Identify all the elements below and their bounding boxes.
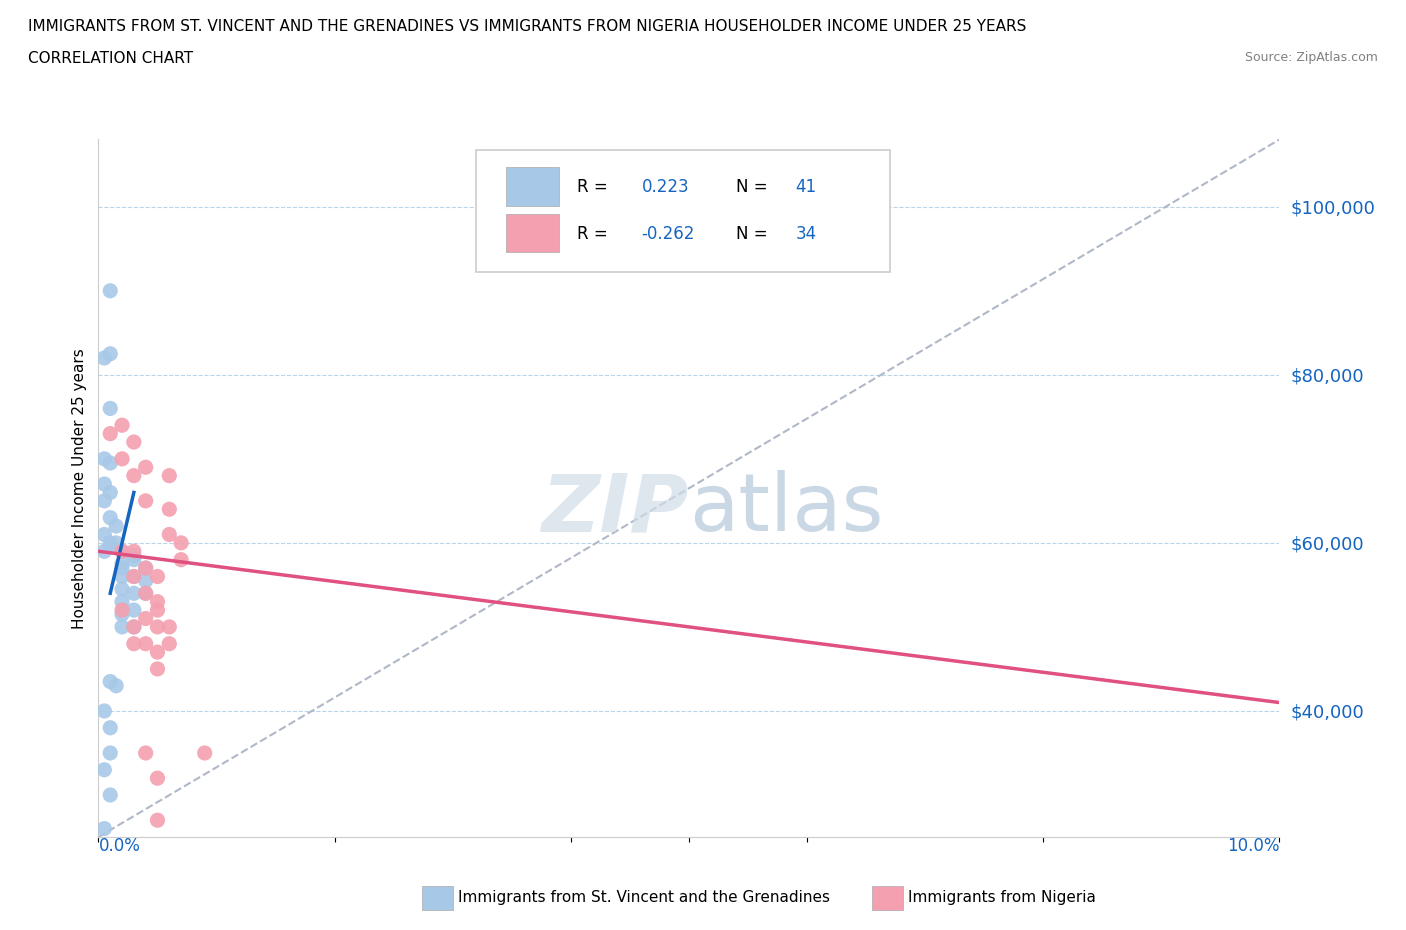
- Point: [135, 586, 157, 601]
- Point: [135, 636, 157, 651]
- Point: [135, 459, 157, 474]
- Point: [93, 763, 115, 777]
- Point: [98, 721, 121, 736]
- Point: [93, 476, 115, 491]
- Point: [146, 813, 169, 828]
- Point: [93, 351, 115, 365]
- Point: [111, 544, 134, 559]
- Point: [122, 544, 145, 559]
- Point: [170, 536, 193, 551]
- Point: [122, 636, 145, 651]
- Point: [111, 418, 134, 432]
- Point: [146, 661, 169, 676]
- Point: [98, 511, 121, 525]
- Point: [157, 619, 180, 634]
- FancyBboxPatch shape: [506, 167, 560, 206]
- Point: [146, 603, 169, 618]
- Point: [157, 636, 180, 651]
- Point: [93, 544, 115, 559]
- Point: [93, 703, 115, 718]
- Text: 34: 34: [796, 225, 817, 243]
- Text: Source: ZipAtlas.com: Source: ZipAtlas.com: [1244, 51, 1378, 64]
- Point: [98, 536, 121, 551]
- Point: [157, 468, 180, 483]
- Point: [122, 619, 145, 634]
- Text: IMMIGRANTS FROM ST. VINCENT AND THE GRENADINES VS IMMIGRANTS FROM NIGERIA HOUSEH: IMMIGRANTS FROM ST. VINCENT AND THE GREN…: [28, 19, 1026, 33]
- Point: [93, 494, 115, 509]
- Point: [111, 451, 134, 466]
- Text: R =: R =: [576, 225, 607, 243]
- Point: [98, 401, 121, 416]
- Point: [194, 746, 217, 761]
- Point: [111, 561, 134, 576]
- Point: [111, 556, 134, 571]
- Text: 41: 41: [796, 178, 817, 196]
- Point: [122, 569, 145, 584]
- Text: 10.0%: 10.0%: [1227, 837, 1279, 855]
- Point: [98, 346, 121, 361]
- Point: [98, 539, 121, 554]
- Point: [170, 552, 193, 567]
- Point: [122, 552, 145, 567]
- Point: [135, 746, 157, 761]
- Point: [93, 527, 115, 542]
- Point: [146, 594, 169, 609]
- Point: [146, 619, 169, 634]
- Point: [122, 619, 145, 634]
- Point: [98, 426, 121, 441]
- Point: [135, 573, 157, 588]
- Point: [135, 561, 157, 576]
- Point: [111, 607, 134, 622]
- Text: ZIP: ZIP: [541, 471, 689, 548]
- Text: N =: N =: [737, 178, 768, 196]
- Point: [122, 548, 145, 563]
- Y-axis label: Householder Income Under 25 years: Householder Income Under 25 years: [72, 348, 87, 629]
- Point: [146, 644, 169, 659]
- Text: -0.262: -0.262: [641, 225, 695, 243]
- Text: atlas: atlas: [689, 471, 883, 548]
- Text: Immigrants from Nigeria: Immigrants from Nigeria: [908, 890, 1097, 905]
- Text: 0.0%: 0.0%: [98, 837, 141, 855]
- Point: [111, 544, 134, 559]
- Point: [157, 502, 180, 517]
- Point: [105, 678, 128, 693]
- Point: [146, 569, 169, 584]
- Point: [98, 746, 121, 761]
- Text: Immigrants from St. Vincent and the Grenadines: Immigrants from St. Vincent and the Gren…: [458, 890, 831, 905]
- Point: [135, 561, 157, 576]
- Point: [122, 468, 145, 483]
- Point: [122, 434, 145, 449]
- FancyBboxPatch shape: [506, 214, 560, 253]
- Point: [98, 674, 121, 689]
- Point: [98, 284, 121, 299]
- Point: [111, 619, 134, 634]
- Point: [135, 494, 157, 509]
- FancyBboxPatch shape: [477, 150, 890, 272]
- Point: [122, 603, 145, 618]
- Text: 0.223: 0.223: [641, 178, 689, 196]
- Text: R =: R =: [576, 178, 607, 196]
- Point: [111, 594, 134, 609]
- Point: [122, 586, 145, 601]
- Point: [122, 569, 145, 584]
- Point: [105, 519, 128, 534]
- Point: [111, 603, 134, 618]
- Text: CORRELATION CHART: CORRELATION CHART: [28, 51, 193, 66]
- Point: [135, 586, 157, 601]
- Point: [98, 788, 121, 803]
- Point: [111, 569, 134, 584]
- Point: [105, 536, 128, 551]
- Point: [135, 611, 157, 626]
- Point: [157, 527, 180, 542]
- Point: [93, 821, 115, 836]
- Point: [98, 485, 121, 500]
- Point: [93, 451, 115, 466]
- Point: [146, 771, 169, 786]
- Point: [111, 581, 134, 596]
- Point: [98, 456, 121, 471]
- Text: N =: N =: [737, 225, 768, 243]
